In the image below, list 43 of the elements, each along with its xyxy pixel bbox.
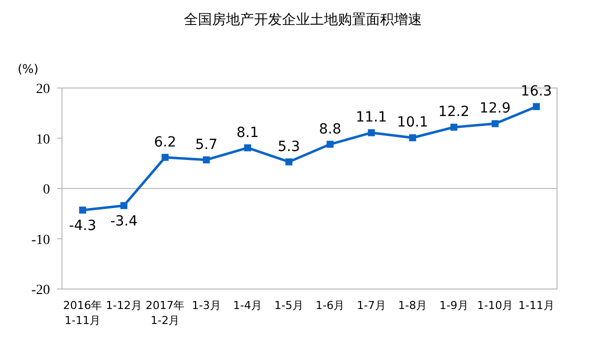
x-tick-label: 1-8月 xyxy=(398,299,428,312)
y-axis-title: (%) xyxy=(18,62,38,76)
point xyxy=(492,120,499,128)
point xyxy=(162,154,169,161)
point xyxy=(450,124,458,131)
x-tick-label: 1-9月 xyxy=(439,299,468,312)
y-tick-label: -20 xyxy=(31,283,50,298)
y-tick-label: 20 xyxy=(36,82,50,97)
y-tick-label: 10 xyxy=(36,132,50,148)
data-label: 5.3 xyxy=(278,138,300,155)
point xyxy=(326,140,334,148)
x-tick-label: 1-12月 xyxy=(106,299,142,312)
y-tick-label: 0 xyxy=(43,182,50,198)
y-tick-label: -10 xyxy=(31,232,50,248)
point xyxy=(409,134,416,142)
point xyxy=(120,202,128,210)
chart-title: 全国房地产开发企业土地购置面积增速 xyxy=(184,12,422,28)
x-tick-label: 1-4月 xyxy=(233,299,262,312)
data-label: 5.7 xyxy=(195,136,218,153)
point xyxy=(202,156,210,164)
x-tick-label: 2016年 1-11月 xyxy=(63,299,102,327)
data-label: 6.2 xyxy=(154,134,176,150)
data-label: -4.3 xyxy=(68,218,96,234)
point xyxy=(79,206,86,214)
data-label: 8.1 xyxy=(236,124,259,141)
x-tick-label: 1-10月 xyxy=(477,299,514,312)
point xyxy=(368,129,375,136)
point xyxy=(532,103,540,110)
x-tick-label: 1-3月 xyxy=(192,299,221,312)
data-label: 10.1 xyxy=(397,114,428,131)
x-tick-label: 1-5月 xyxy=(274,299,304,312)
x-tick-label: 1-11月 xyxy=(518,299,554,312)
point xyxy=(244,144,252,152)
data-label: 12.9 xyxy=(480,100,511,117)
data-label: 8.8 xyxy=(318,121,342,138)
point xyxy=(285,158,292,166)
x-tick-label: 1-7月 xyxy=(356,299,386,312)
data-label: 12.2 xyxy=(438,104,470,120)
data-label: -3.4 xyxy=(110,214,138,230)
data-label: 16.3 xyxy=(520,84,552,100)
x-tick-label: 1-6月 xyxy=(316,299,345,312)
data-label: 11.1 xyxy=(356,110,387,126)
x-tick-label: 2017年 1-2月 xyxy=(146,299,185,327)
